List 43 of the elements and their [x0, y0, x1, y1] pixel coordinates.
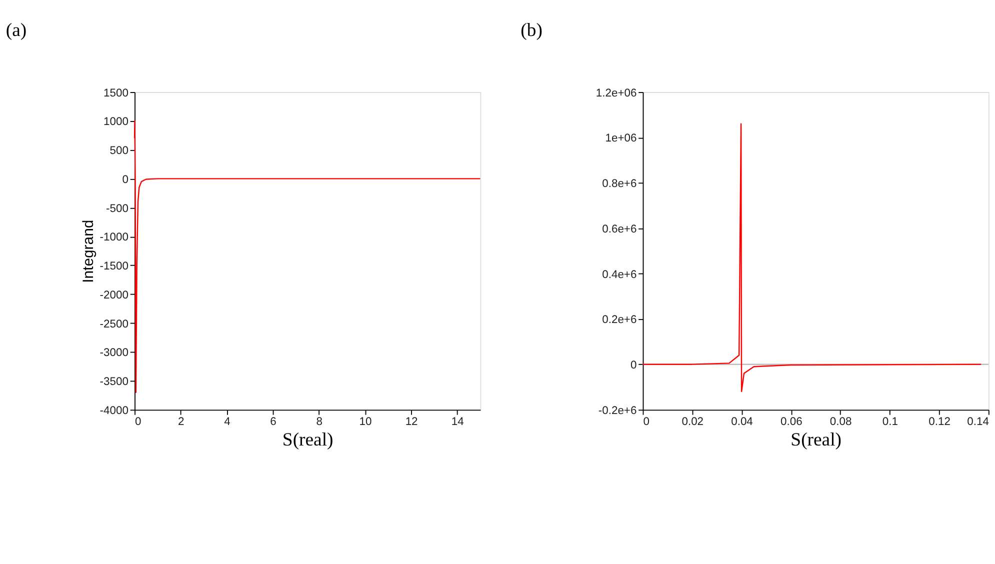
y-tick-label: 0.8e+6	[602, 178, 637, 190]
y-tick-label: -1000	[100, 232, 128, 244]
x-axis-title: S(real)	[282, 430, 334, 451]
x-tick-label: 0	[643, 416, 650, 428]
y-tick-label: 0	[122, 174, 128, 186]
x-tick-label: 0.12	[928, 416, 950, 428]
x-tick-label: 0.1	[882, 416, 898, 428]
y-tick-label: 0.2e+6	[602, 314, 637, 326]
x-tick-label: 0.02	[682, 416, 704, 428]
x-tick-label: 12	[405, 416, 418, 428]
y-tick-label: -500	[106, 202, 128, 215]
x-tick-label: 6	[270, 416, 276, 428]
x-tick-label: 0.06	[780, 416, 802, 428]
y-tick-label: -4000	[100, 404, 128, 417]
x-tick-label: 2	[178, 416, 184, 428]
x-tick-label: 0.04	[731, 416, 753, 428]
y-tick-label: 1e+06	[605, 132, 637, 145]
x-tick-label: 4	[224, 416, 230, 428]
line-series	[642, 123, 982, 392]
y-tick-label: -3500	[100, 376, 128, 388]
x-tick-label: 8	[316, 416, 322, 428]
x-tick-label: 14	[451, 416, 464, 428]
y-tick-label: 0.6e+6	[602, 223, 637, 236]
y-axis-title: Integrand	[80, 220, 98, 283]
y-tick-label: 1000	[104, 116, 128, 128]
y-tick-label: 0	[630, 360, 637, 372]
y-tick-label: 1.2e+06	[596, 87, 637, 100]
y-tick-label: -2500	[100, 318, 128, 330]
x-axis-title: S(real)	[790, 430, 842, 451]
y-tick-label: -3000	[100, 347, 128, 360]
x-tick-label: 0.08	[830, 416, 852, 428]
y-tick-label: 0.4e+6	[602, 268, 637, 281]
y-tick-label: -2000	[100, 289, 128, 302]
x-tick-label: 0.14	[967, 416, 989, 428]
chart-title: (a)	[6, 20, 27, 41]
y-tick-label: -1500	[100, 260, 128, 273]
x-tick-label: 0	[135, 416, 142, 428]
y-tick-label: 500	[110, 145, 128, 158]
x-tick-label: 10	[359, 416, 372, 428]
y-tick-label: -0.2e+6	[598, 404, 637, 417]
y-tick-label: 1500	[104, 87, 128, 100]
line-series	[134, 120, 481, 393]
chart-title: (b)	[520, 20, 542, 41]
